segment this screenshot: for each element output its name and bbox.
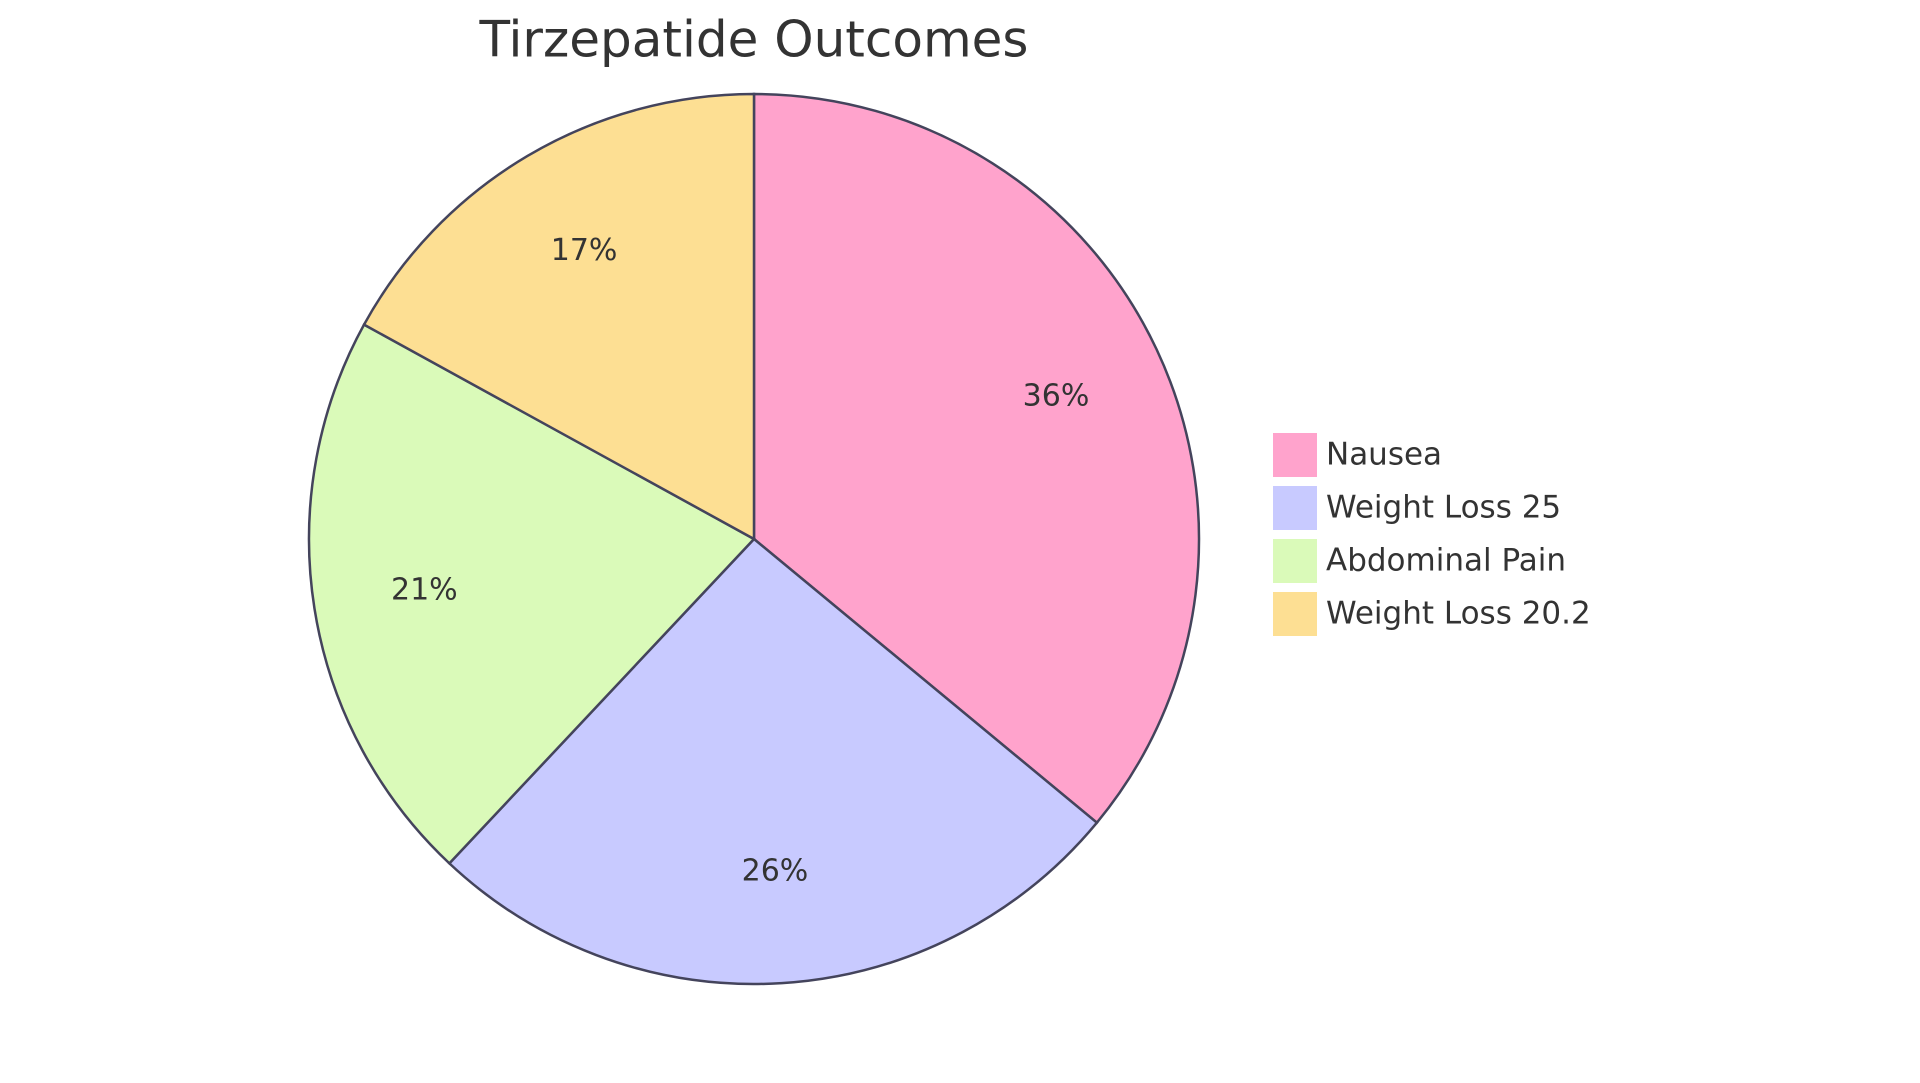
legend-swatch (1273, 486, 1317, 530)
slice-label: 17% (551, 233, 618, 268)
slice-label: 36% (1023, 378, 1090, 413)
legend-swatch (1273, 433, 1317, 477)
legend-label: Nausea (1326, 437, 1442, 473)
pie-slice (447, 537, 1099, 986)
pie-slice (752, 92, 1201, 825)
legend-label: Weight Loss 20.2 (1326, 596, 1591, 632)
pie-slice (362, 92, 756, 542)
pie-slice (307, 322, 757, 866)
legend-swatch (1273, 539, 1317, 583)
chart-title: Tirzepatide Outcomes (479, 11, 1029, 69)
slice-label: 21% (391, 573, 458, 608)
legend-label: Abdominal Pain (1326, 543, 1566, 579)
legend-swatch (1273, 592, 1317, 636)
slice-label: 26% (742, 854, 809, 889)
legend-label: Weight Loss 25 (1326, 490, 1561, 526)
